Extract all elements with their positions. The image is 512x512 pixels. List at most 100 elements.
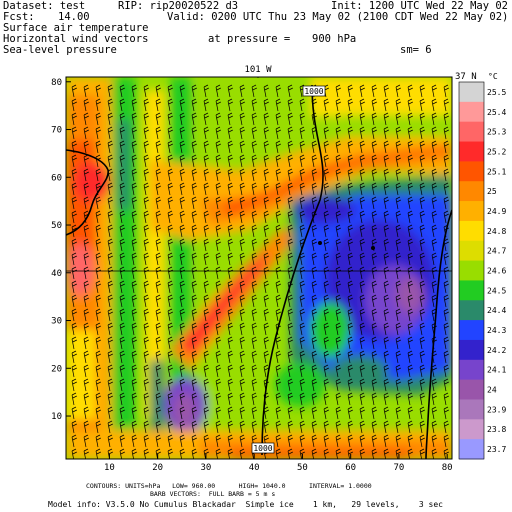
wind-barb <box>275 182 281 196</box>
wind-barb <box>383 322 389 336</box>
y-tick-label: 30 <box>51 317 62 327</box>
wind-barb <box>275 294 281 308</box>
wind-barb <box>203 406 209 420</box>
wind-barb <box>83 126 89 140</box>
wind-barb <box>239 294 245 308</box>
wind-barb <box>107 378 113 392</box>
wind-barb <box>443 210 449 224</box>
wind-barb <box>407 154 413 168</box>
wind-barb <box>227 434 233 448</box>
wind-barb <box>179 154 185 168</box>
wind-barb <box>431 406 437 420</box>
wind-barb <box>155 182 161 196</box>
wind-barb <box>395 322 401 336</box>
wind-barb <box>215 350 221 364</box>
colorbar-swatch <box>459 439 484 460</box>
wind-barb <box>167 126 173 140</box>
wind-barb <box>335 434 341 448</box>
wind-barb <box>263 308 269 322</box>
wind-barb <box>371 196 377 210</box>
wind-barb <box>299 182 305 196</box>
wind-barb <box>371 210 377 224</box>
wind-barb <box>335 112 341 126</box>
wind-barb <box>203 392 209 406</box>
wind-barb <box>383 392 389 406</box>
colorbar-swatch <box>459 379 484 400</box>
contour-label-top: 1000 <box>304 87 323 96</box>
wind-barb <box>275 224 281 238</box>
field-1-label: Surface air temperature <box>3 22 149 34</box>
wind-barb <box>71 98 77 112</box>
wind-barb <box>251 350 257 364</box>
wind-barb <box>119 224 125 238</box>
wind-barb <box>131 140 137 154</box>
temperature-field <box>66 77 452 459</box>
wind-barb <box>131 392 137 406</box>
wind-barb <box>179 112 185 126</box>
wind-barb <box>311 448 317 459</box>
wind-barb <box>275 448 281 459</box>
wind-barb <box>419 98 425 112</box>
wind-barb <box>431 196 437 210</box>
wind-barb <box>443 84 449 98</box>
wind-barb <box>167 364 173 378</box>
wind-barb <box>119 406 125 420</box>
wind-barb <box>419 336 425 350</box>
wind-barb <box>191 392 197 406</box>
wind-barb <box>227 238 233 252</box>
wind-barb <box>347 196 353 210</box>
wind-barb <box>155 378 161 392</box>
wind-barb <box>239 84 245 98</box>
wind-barb <box>179 322 185 336</box>
wind-barb <box>359 434 365 448</box>
wind-barb <box>239 182 245 196</box>
wind-barb <box>215 210 221 224</box>
wind-barb <box>443 406 449 420</box>
wind-barb <box>227 98 233 112</box>
wind-barb <box>239 112 245 126</box>
wind-barb <box>179 168 185 182</box>
wind-barb <box>263 182 269 196</box>
wind-barb <box>95 210 101 224</box>
wind-barb <box>179 252 185 266</box>
right-latitude-label: 37 N <box>455 72 477 82</box>
wind-barb <box>215 420 221 434</box>
y-tick-label: 60 <box>51 173 62 183</box>
wind-barb <box>251 140 257 154</box>
wind-barb <box>167 182 173 196</box>
wind-barb <box>155 210 161 224</box>
wind-barb <box>191 210 197 224</box>
wind-barb <box>395 112 401 126</box>
wind-barb <box>407 406 413 420</box>
wind-barb <box>383 126 389 140</box>
wind-barb <box>143 364 149 378</box>
colorbar-swatch <box>459 260 484 281</box>
wind-barb <box>323 210 329 224</box>
rip-label: RIP: rip20020522 d3 <box>118 0 239 12</box>
wind-barb <box>383 196 389 210</box>
wind-barb <box>203 112 209 126</box>
wind-barb <box>215 294 221 308</box>
wind-barb <box>323 336 329 350</box>
wind-barb <box>335 140 341 154</box>
wind-barb <box>215 154 221 168</box>
wind-barb <box>95 294 101 308</box>
wind-barb <box>95 406 101 420</box>
wind-barb <box>215 378 221 392</box>
wind-barb <box>323 280 329 294</box>
wind-barb <box>347 434 353 448</box>
wind-barb <box>287 252 293 266</box>
wind-barb <box>107 322 113 336</box>
wind-barb <box>71 420 77 434</box>
wind-barb <box>251 336 257 350</box>
wind-barb <box>179 392 185 406</box>
wind-barb <box>275 364 281 378</box>
wind-barb <box>347 140 353 154</box>
wind-barb <box>299 378 305 392</box>
wind-barb <box>335 126 341 140</box>
wind-barb <box>191 168 197 182</box>
colorbar-swatch <box>459 359 484 381</box>
wind-barb <box>335 294 341 308</box>
wind-barb <box>323 126 329 140</box>
wind-barb <box>287 406 293 420</box>
